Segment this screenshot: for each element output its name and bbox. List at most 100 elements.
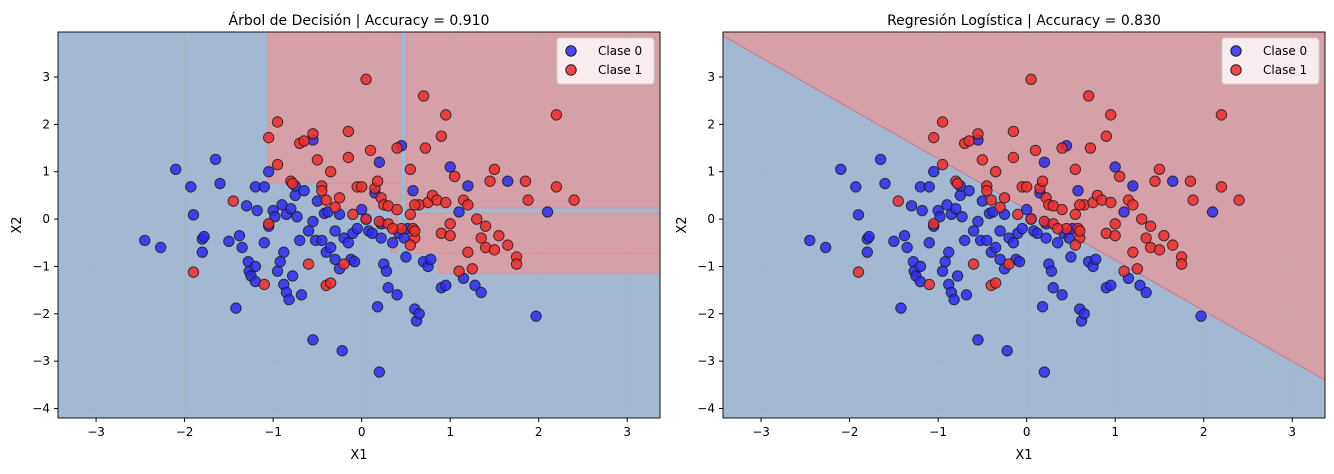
plot-area bbox=[723, 32, 1325, 418]
point-class-0 bbox=[850, 181, 862, 193]
x-tick-label: −3 bbox=[752, 425, 770, 439]
point-class-0 bbox=[258, 181, 270, 193]
point-class-1 bbox=[493, 229, 505, 242]
point-class-1 bbox=[1084, 142, 1097, 154]
point-class-0 bbox=[989, 241, 1002, 254]
point-class-1 bbox=[1215, 181, 1228, 193]
point-class-1 bbox=[1136, 213, 1148, 225]
point-class-0 bbox=[469, 279, 481, 292]
legend-label: Clase 1 bbox=[598, 63, 642, 77]
point-class-0 bbox=[391, 289, 403, 301]
x-tick-label: 2 bbox=[535, 425, 543, 439]
point-class-1 bbox=[404, 163, 417, 176]
point-class-0 bbox=[928, 166, 940, 178]
point-class-1 bbox=[409, 225, 421, 237]
point-class-0 bbox=[475, 286, 487, 299]
point-class-1 bbox=[419, 142, 432, 154]
point-class-0 bbox=[879, 177, 891, 190]
chart-title: Árbol de Decisión | Accuracy = 0.910 bbox=[229, 12, 490, 29]
x-axis-label: X1 bbox=[1015, 448, 1032, 463]
point-class-1 bbox=[371, 175, 384, 187]
point-class-1 bbox=[1113, 170, 1126, 183]
point-class-0 bbox=[898, 229, 911, 242]
point-class-0 bbox=[230, 302, 242, 314]
point-class-1 bbox=[479, 220, 492, 232]
point-class-1 bbox=[1118, 265, 1130, 277]
point-class-1 bbox=[1184, 175, 1197, 187]
point-class-0 bbox=[888, 235, 900, 248]
y-tick-label: 0 bbox=[707, 212, 715, 226]
point-class-1 bbox=[1025, 73, 1037, 86]
point-class-0 bbox=[967, 225, 980, 237]
point-class-1 bbox=[329, 201, 341, 213]
point-class-0 bbox=[351, 222, 363, 235]
y-tick-label: −1 bbox=[697, 259, 715, 273]
point-class-1 bbox=[1051, 222, 1064, 235]
y-tick-label: 3 bbox=[707, 70, 715, 84]
point-class-1 bbox=[1167, 239, 1179, 251]
point-class-1 bbox=[391, 203, 403, 216]
panel-decision-tree: Árbol de Decisión | Accuracy = 0.910 X1 … bbox=[10, 12, 661, 463]
point-class-1 bbox=[928, 218, 940, 230]
point-class-1 bbox=[440, 196, 452, 209]
y-tick-label: 0 bbox=[42, 212, 50, 226]
point-class-0 bbox=[453, 206, 465, 218]
point-class-1 bbox=[1233, 194, 1245, 206]
point-class-0 bbox=[324, 241, 337, 254]
point-class-0 bbox=[400, 251, 412, 263]
point-class-0 bbox=[1072, 184, 1084, 197]
point-class-0 bbox=[939, 256, 951, 268]
point-class-1 bbox=[1158, 229, 1170, 242]
point-class-0 bbox=[382, 282, 394, 294]
point-class-0 bbox=[923, 237, 935, 249]
point-class-0 bbox=[170, 163, 182, 176]
x-tick-label: 3 bbox=[1288, 425, 1296, 439]
point-class-0 bbox=[1001, 345, 1013, 357]
point-class-1 bbox=[417, 90, 430, 102]
point-class-0 bbox=[923, 181, 935, 193]
point-class-0 bbox=[852, 209, 865, 221]
point-class-0 bbox=[371, 300, 384, 313]
point-class-1 bbox=[1144, 220, 1157, 232]
point-class-1 bbox=[1020, 181, 1033, 193]
point-class-0 bbox=[1047, 282, 1059, 294]
y-axis-label: X2 bbox=[10, 216, 25, 233]
point-class-1 bbox=[963, 135, 975, 147]
point-class-0 bbox=[1167, 175, 1179, 187]
point-class-0 bbox=[198, 230, 210, 243]
legend-label: Clase 0 bbox=[598, 44, 642, 58]
point-class-1 bbox=[360, 73, 372, 86]
point-class-1 bbox=[951, 177, 964, 190]
legend-marker bbox=[565, 64, 577, 76]
legend-frame bbox=[1221, 37, 1320, 85]
y-tick-label: −2 bbox=[697, 307, 715, 321]
point-class-1 bbox=[1100, 130, 1113, 142]
y-tick-label: −1 bbox=[32, 259, 50, 273]
point-class-1 bbox=[1025, 213, 1037, 225]
y-tick-label: 2 bbox=[42, 117, 50, 131]
point-class-0 bbox=[956, 211, 968, 223]
point-class-1 bbox=[998, 192, 1011, 204]
point-class-1 bbox=[1012, 208, 1024, 221]
point-class-1 bbox=[568, 194, 580, 206]
point-class-0 bbox=[948, 293, 960, 306]
point-class-1 bbox=[263, 131, 275, 144]
point-class-0 bbox=[249, 260, 262, 273]
point-class-0 bbox=[342, 237, 355, 249]
point-class-0 bbox=[154, 241, 167, 254]
point-class-0 bbox=[307, 215, 319, 228]
point-class-1 bbox=[444, 229, 456, 242]
point-class-0 bbox=[1031, 227, 1043, 239]
point-class-1 bbox=[320, 194, 332, 206]
point-class-1 bbox=[1056, 142, 1068, 154]
point-class-0 bbox=[1020, 203, 1033, 216]
point-class-0 bbox=[994, 225, 1006, 237]
point-class-0 bbox=[285, 202, 297, 215]
point-class-0 bbox=[329, 253, 341, 266]
point-class-1 bbox=[448, 170, 461, 183]
point-class-1 bbox=[1082, 90, 1095, 102]
point-class-0 bbox=[901, 241, 913, 254]
point-class-1 bbox=[1149, 175, 1161, 187]
point-class-0 bbox=[861, 246, 874, 258]
point-class-0 bbox=[413, 308, 425, 320]
